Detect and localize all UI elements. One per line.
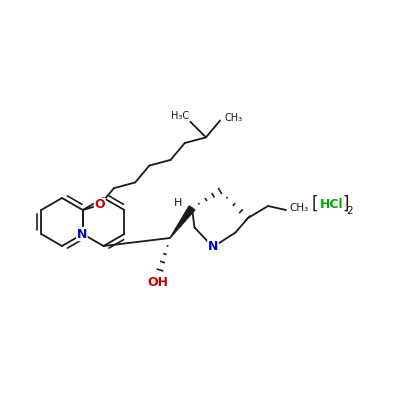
Text: N: N	[76, 228, 87, 240]
Text: OH: OH	[148, 276, 168, 288]
Polygon shape	[170, 206, 195, 238]
Text: O: O	[94, 198, 105, 212]
Text: HCl: HCl	[320, 198, 344, 210]
Text: H: H	[174, 198, 182, 208]
Text: CH₃: CH₃	[289, 203, 309, 213]
Text: N: N	[208, 240, 218, 254]
Text: [: [	[312, 195, 318, 213]
Text: ]: ]	[342, 195, 348, 213]
Text: N: N	[208, 240, 218, 254]
Text: N: N	[76, 228, 87, 240]
Text: O: O	[94, 198, 105, 212]
Text: CH₃: CH₃	[224, 112, 242, 122]
Text: H₃C: H₃C	[171, 111, 190, 121]
Text: 2: 2	[346, 206, 353, 216]
